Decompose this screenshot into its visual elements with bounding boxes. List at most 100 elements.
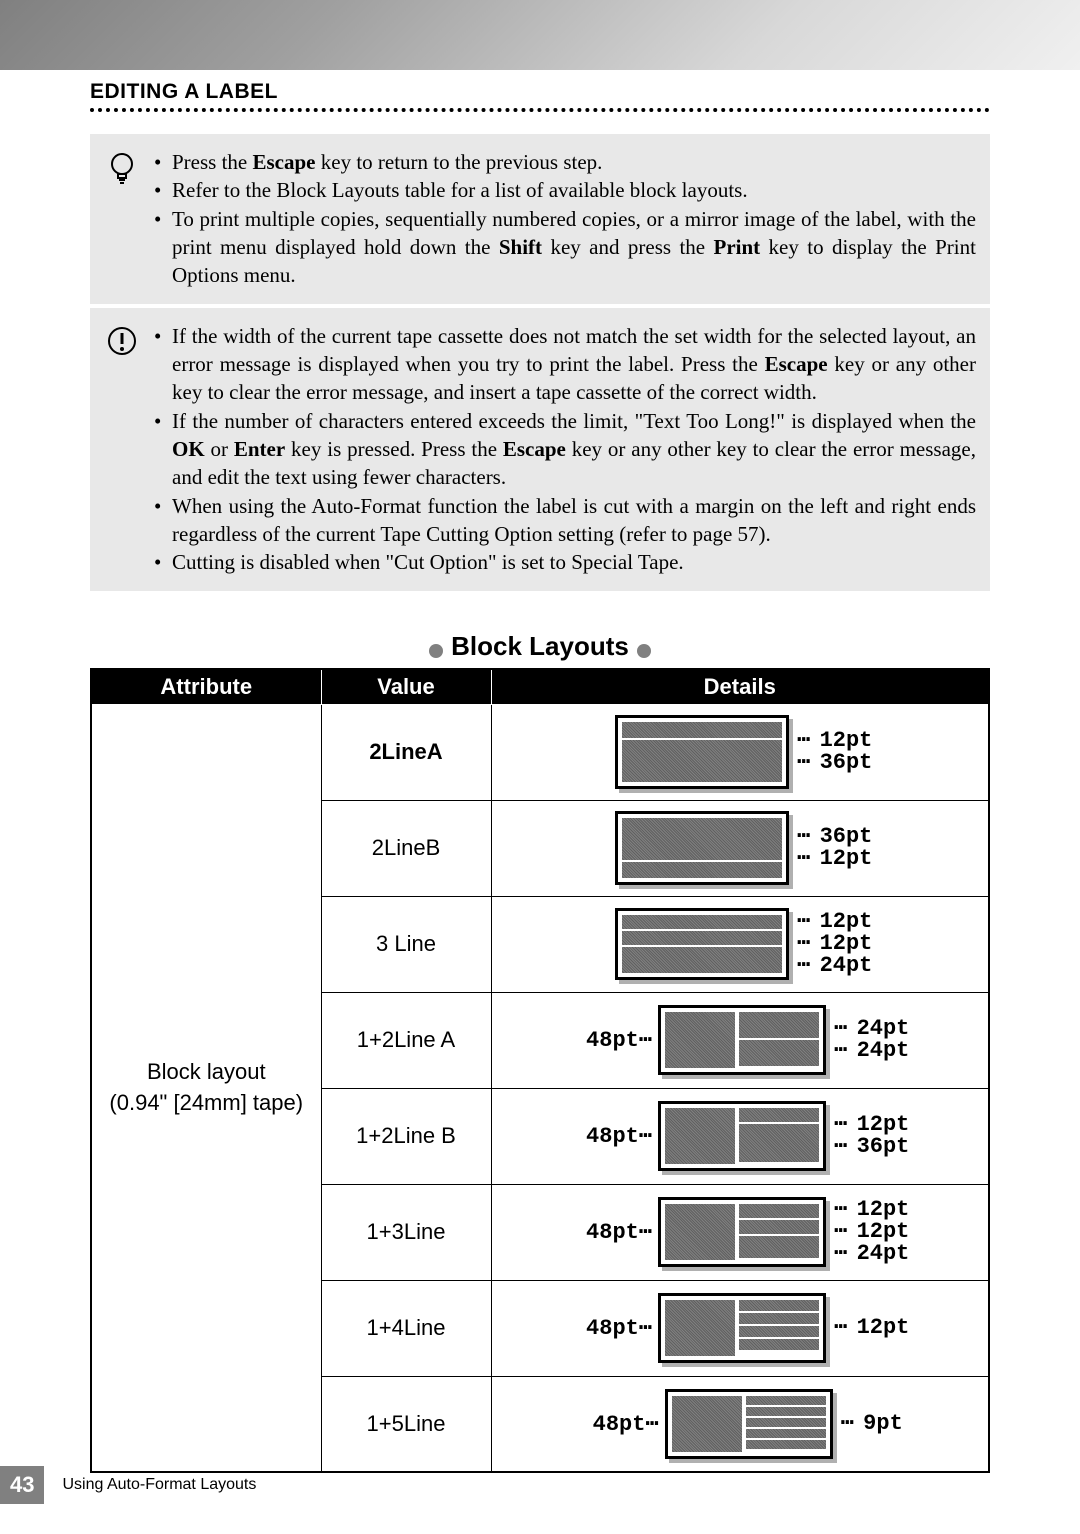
layout-diagram: 48pt 24pt24pt: [504, 1005, 977, 1075]
dotted-divider: [90, 108, 990, 112]
details-cell: 48pt12pt: [491, 1280, 989, 1376]
layout-diagram: 48pt12pt: [504, 1293, 977, 1363]
pt-label: 12pt: [834, 1221, 909, 1243]
alert-icon: [104, 322, 140, 577]
value-cell: 1+5Line: [321, 1376, 491, 1472]
value-cell: 2LineA: [321, 704, 491, 800]
pt-label: 24pt: [834, 1040, 909, 1062]
layout-diagram: 12pt12pt24pt: [504, 908, 977, 980]
text-bar: [739, 1124, 819, 1162]
pt-label: 12pt: [834, 1199, 909, 1221]
text-bar: [622, 947, 782, 973]
label-box: [658, 1197, 826, 1267]
label-box: [615, 908, 789, 980]
list-item: To print multiple copies, sequentially n…: [154, 205, 976, 290]
lightbulb-icon: [104, 148, 140, 290]
tip-bullets: Press the Escape key to return to the pr…: [154, 148, 976, 290]
list-item: Cutting is disabled when "Cut Option" is…: [154, 548, 976, 576]
text-bar: [746, 1440, 826, 1449]
right-pt-labels: 36pt12pt: [797, 826, 872, 870]
table-row: Block layout(0.94" [24mm] tape)2LineA12p…: [91, 704, 989, 800]
right-pt-labels: 12pt: [834, 1317, 909, 1339]
text-bar: [672, 1396, 742, 1452]
text-bar: [739, 1012, 819, 1038]
text-bar: [622, 740, 782, 782]
col-attribute: Attribute: [91, 669, 321, 705]
text-bar: [622, 862, 782, 878]
value-cell: 2LineB: [321, 800, 491, 896]
pt-label: 12pt: [797, 911, 872, 933]
details-cell: 36pt12pt: [491, 800, 989, 896]
right-pt-labels: 24pt24pt: [834, 1018, 909, 1062]
text-bar: [739, 1326, 819, 1337]
text-bar: [739, 1220, 819, 1234]
attr-line1: Block layout: [147, 1059, 266, 1084]
text-bar: [739, 1108, 819, 1122]
list-item: Refer to the Block Layouts table for a l…: [154, 176, 976, 204]
footer-text: Using Auto-Format Layouts: [62, 1476, 256, 1494]
list-item: When using the Auto-Format function the …: [154, 492, 976, 549]
details-cell: 48pt12pt12pt24pt: [491, 1184, 989, 1280]
text-bar: [739, 1313, 819, 1324]
tip-box: Press the Escape key to return to the pr…: [90, 134, 990, 304]
text-bar: [622, 915, 782, 929]
value-cell: 3 Line: [321, 896, 491, 992]
details-cell: 48pt 12pt36pt: [491, 1088, 989, 1184]
left-pt-label: 48pt: [570, 1027, 650, 1053]
attr-line2: (0.94" [24mm] tape): [109, 1090, 303, 1115]
col-details: Details: [491, 669, 989, 705]
warn-bullets: If the width of the current tape cassett…: [154, 322, 976, 577]
text-bar: [739, 1339, 819, 1350]
label-box: [658, 1293, 826, 1363]
pt-label: 12pt: [797, 933, 872, 955]
details-cell: 48pt 24pt24pt: [491, 992, 989, 1088]
pt-label: 24pt: [834, 1018, 909, 1040]
text-bar: [746, 1429, 826, 1438]
text-bar: [622, 931, 782, 945]
text-bar: [665, 1300, 735, 1356]
dot-icon: [637, 644, 651, 658]
details-cell: 12pt12pt24pt: [491, 896, 989, 992]
block-layouts-table: Attribute Value Details Block layout(0.9…: [90, 668, 990, 1474]
table-header-row: Attribute Value Details: [91, 669, 989, 705]
attribute-cell: Block layout (0.94" [24mm] tape): [91, 704, 321, 1472]
text-bar: [622, 818, 782, 860]
value-cell: 1+4Line: [321, 1280, 491, 1376]
right-pt-labels: 12pt36pt: [834, 1114, 909, 1158]
pt-label: 24pt: [834, 1243, 909, 1265]
label-box: [615, 811, 789, 885]
dot-icon: [429, 644, 443, 658]
pt-label: 36pt: [797, 752, 872, 774]
right-pt-labels: 12pt12pt24pt: [834, 1199, 909, 1265]
pt-label: 12pt: [834, 1317, 909, 1339]
page-content: EDITING A LABEL Press the Escape key to …: [90, 80, 990, 1473]
right-pt-labels: 9pt: [841, 1413, 903, 1435]
text-bar: [746, 1396, 826, 1405]
left-pt-label: 48pt: [570, 1123, 650, 1149]
warning-box: If the width of the current tape cassett…: [90, 308, 990, 591]
right-pt-labels: 12pt12pt24pt: [797, 911, 872, 977]
section-header: EDITING A LABEL: [90, 80, 990, 104]
value-cell: 1+3Line: [321, 1184, 491, 1280]
label-box: [665, 1389, 833, 1459]
layout-diagram: 36pt12pt: [504, 811, 977, 885]
list-item: If the number of characters entered exce…: [154, 407, 976, 492]
pt-label: 12pt: [797, 848, 872, 870]
text-bar: [665, 1108, 735, 1164]
text-bar: [665, 1204, 735, 1260]
text-bar: [746, 1418, 826, 1427]
right-pt-labels: 12pt36pt: [797, 730, 872, 774]
page-footer: 43 Using Auto-Format Layouts: [0, 1466, 256, 1504]
value-cell: 1+2Line B: [321, 1088, 491, 1184]
col-value: Value: [321, 669, 491, 705]
list-item: If the width of the current tape cassett…: [154, 322, 976, 407]
text-bar: [739, 1236, 819, 1258]
layout-diagram: 48pt12pt12pt24pt: [504, 1197, 977, 1267]
pt-label: 24pt: [797, 955, 872, 977]
page-number: 43: [0, 1466, 44, 1504]
pt-label: 36pt: [834, 1136, 909, 1158]
value-cell: 1+2Line A: [321, 992, 491, 1088]
text-bar: [739, 1204, 819, 1218]
pt-label: 36pt: [797, 826, 872, 848]
pt-label: 9pt: [841, 1413, 903, 1435]
